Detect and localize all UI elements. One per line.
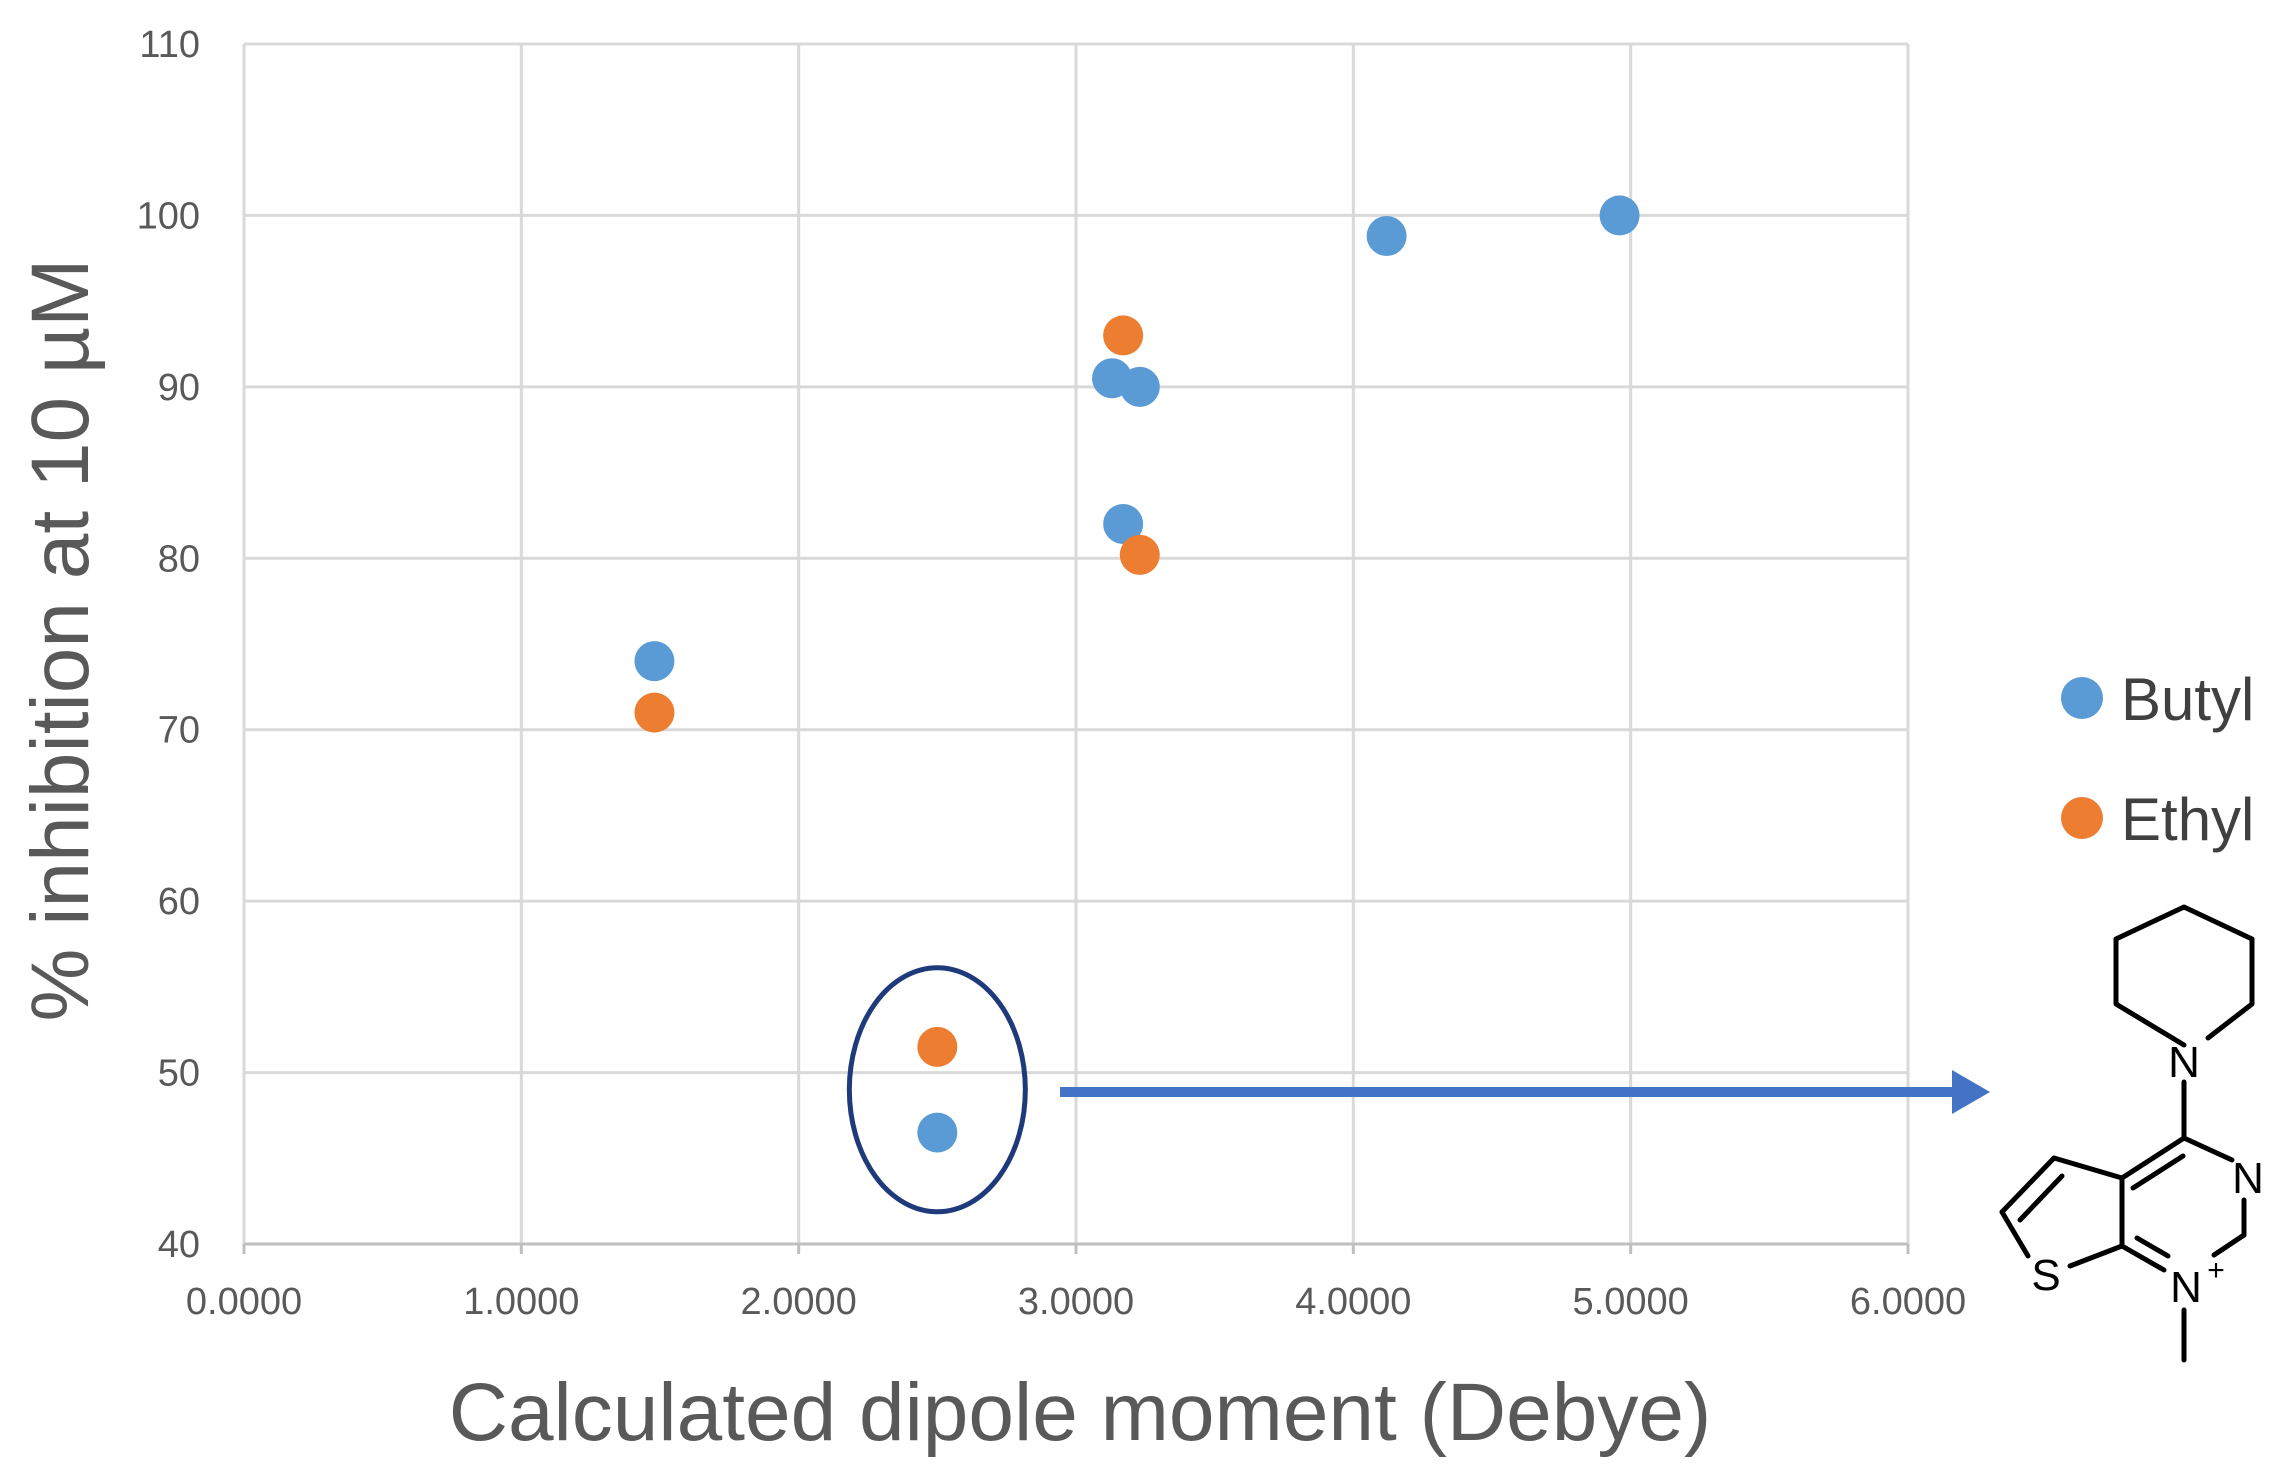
point-butyl xyxy=(1119,366,1160,407)
bond-c4a-c5 xyxy=(2051,1155,2125,1181)
point-butyl xyxy=(634,641,675,682)
point-ethyl xyxy=(634,692,675,733)
bond-c7a-n1 xyxy=(2119,1243,2167,1273)
x-tick-label: 4.0000 xyxy=(1295,1281,1411,1323)
chart-annotation xyxy=(846,965,1990,1215)
point-ethyl xyxy=(1119,534,1160,575)
x-axis-title: Calculated dipole moment (Debye) xyxy=(449,1367,1712,1458)
annotation-arrowhead xyxy=(1952,1070,1990,1114)
chemical-structure: NNN +S xyxy=(1999,904,2264,1363)
bond-s-c7a xyxy=(2067,1243,2125,1269)
point-ethyl xyxy=(1103,315,1144,356)
chart-points xyxy=(634,195,1640,1153)
chart-tick-labels: 0.0000 1.0000 2.0000 3.0000 4.0000 5.0000 6.00… xyxy=(137,24,1967,1323)
y-tick-label: 100 xyxy=(137,195,200,237)
x-tick-label: 0.0000 xyxy=(186,1281,302,1323)
legend: Butyl Ethyl xyxy=(2061,666,2254,853)
bond-c4-c4a xyxy=(2119,1135,2187,1181)
charge-plus: + xyxy=(2207,1254,2225,1287)
bond-c4-n3 xyxy=(2181,1135,2235,1163)
piperidine-ring xyxy=(2113,904,2255,1048)
point-ethyl xyxy=(917,1026,958,1067)
y-tick-label: 60 xyxy=(158,881,200,923)
chart-grid xyxy=(242,42,1910,1246)
legend-marker-butyl xyxy=(2061,677,2103,719)
atom-n1-charged: N xyxy=(2170,1263,2202,1312)
x-tick-label: 3.0000 xyxy=(1018,1281,1134,1323)
point-butyl xyxy=(1103,504,1144,544)
x-tick-label: 6.0000 xyxy=(1850,1281,1966,1323)
x-tick-label: 5.0000 xyxy=(1573,1281,1689,1323)
bond-c6-s xyxy=(1999,1209,2031,1259)
x-tick-label: 2.0000 xyxy=(741,1281,857,1323)
chart-axes xyxy=(242,1242,1910,1254)
point-butyl xyxy=(917,1112,958,1153)
legend-label-ethyl: Ethyl xyxy=(2121,786,2254,853)
y-tick-label: 50 xyxy=(158,1053,200,1095)
point-butyl xyxy=(1599,195,1640,236)
point-butyl xyxy=(1366,216,1407,256)
bond-c5-c6-double xyxy=(2017,1173,2065,1223)
x-tick-label: 1.0000 xyxy=(463,1281,579,1323)
bond-c5-c6 xyxy=(1999,1155,2057,1215)
bond-c4-c4a-double xyxy=(2130,1153,2186,1191)
legend-label-butyl: Butyl xyxy=(2121,666,2254,733)
atom-n-piperidine: N xyxy=(2168,1038,2200,1087)
y-tick-label: 90 xyxy=(158,367,200,409)
legend-marker-ethyl xyxy=(2061,797,2103,839)
atom-n3: N xyxy=(2232,1154,2264,1203)
bond-c2-n1 xyxy=(2211,1232,2247,1258)
y-tick-label: 110 xyxy=(139,24,200,66)
y-tick-label: 80 xyxy=(158,538,200,580)
atom-s: S xyxy=(2031,1251,2060,1300)
highlight-ellipse xyxy=(846,965,1028,1215)
y-tick-label: 70 xyxy=(158,710,200,752)
y-axis-title: % inhibition at 10 µM xyxy=(15,259,106,1022)
bond-c7a-n1-double xyxy=(2134,1235,2171,1259)
y-tick-label: 40 xyxy=(158,1224,200,1266)
